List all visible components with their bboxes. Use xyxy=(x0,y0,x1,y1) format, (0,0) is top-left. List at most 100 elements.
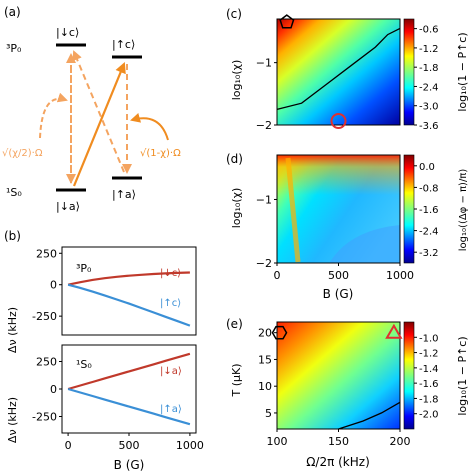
panel-d-resonance-stripe xyxy=(285,157,301,263)
panel-e-xlabel: Ω/2π (kHz) xyxy=(306,455,370,469)
ytick-label: 5 xyxy=(265,407,272,420)
panel-c-colorbar-ticks: -0.6 -1.2 -1.8 -2.4 -3.0 -3.6 xyxy=(414,25,439,132)
xtick-label: 0 xyxy=(274,269,281,282)
cbar-tick-label: -3.2 xyxy=(419,248,439,259)
cbar-tick-label: -0.6 xyxy=(419,25,439,36)
rabi-right-label: √(1-χ)·Ω xyxy=(140,148,181,159)
ytick-label: −2 xyxy=(256,119,272,132)
panel-b-top-yticks: 250 0 -250 xyxy=(32,247,62,323)
panel-b-xticks: 0 500 1000 xyxy=(65,433,204,452)
cbar-tick-label: -3.6 xyxy=(419,121,439,132)
panel-e-contour xyxy=(338,401,401,430)
panel-d-colorbar xyxy=(403,154,415,264)
xtick-label: 100 xyxy=(267,435,288,448)
cbar-tick-label: -0.8 xyxy=(419,183,439,194)
panel-b-bottom-yticks: 250 0 -250 xyxy=(32,356,62,424)
panel-c-frame xyxy=(276,18,401,126)
xtick-label: 500 xyxy=(328,269,349,282)
panel-b-top-lines xyxy=(67,271,191,327)
panel-b-bottom-axes xyxy=(61,344,197,434)
cbar-tick-label: -1.2 xyxy=(419,349,439,360)
cbar-tick-label: -2.0 xyxy=(419,410,439,421)
level-upper-label: ³P₀ xyxy=(6,42,22,55)
panel-e-heatmap xyxy=(277,322,400,429)
legend-a-down: |↓a⟩ xyxy=(160,366,182,377)
ytick-label: -250 xyxy=(32,310,57,323)
ytick-label: 250 xyxy=(36,356,57,369)
panel-e-yticks: 20 15 10 5 xyxy=(258,327,277,420)
panel-d-low-region xyxy=(330,225,400,263)
cbar-tick-label: -2.4 xyxy=(419,82,439,93)
series-line-red xyxy=(67,352,191,391)
circle-marker xyxy=(330,113,347,129)
panel-c-colorbar xyxy=(403,18,415,126)
panel-d-yticks: −1 −2 xyxy=(256,193,277,270)
panel-c-ylabel: log₁₀(χ) xyxy=(230,60,243,101)
cbar-tick-label: -1.8 xyxy=(419,63,439,74)
series-line-blue xyxy=(67,387,191,426)
panel-e-xticks: 100 150 200 xyxy=(267,429,411,448)
xtick-label: 500 xyxy=(119,439,140,452)
ytick-label: −1 xyxy=(256,193,272,206)
ytick-label: −1 xyxy=(256,57,272,70)
panel-e-markers xyxy=(271,323,403,340)
curved-arrow-right xyxy=(130,112,169,141)
cbar-tick-label: -1.0 xyxy=(419,333,439,344)
ytick-label: 10 xyxy=(258,380,272,393)
panel-c-contour xyxy=(276,27,401,111)
panel-c-markers xyxy=(279,14,347,129)
pentagon-marker xyxy=(279,14,295,29)
solid-transition-diagonal xyxy=(72,61,126,187)
cbar-tick-label: -1.6 xyxy=(419,205,439,216)
legend-a-up: |↑a⟩ xyxy=(160,404,182,415)
panel-e-colorbar-label: log₁₀(1 − P↑c) xyxy=(456,336,469,415)
panel-a-label: (a) xyxy=(4,5,21,19)
series-line-blue xyxy=(67,283,191,327)
xtick-label: 1000 xyxy=(386,269,414,282)
state-c-down-label: |↓c⟩ xyxy=(56,26,79,39)
panel-c-label: (c) xyxy=(226,7,242,21)
dashed-transition-diagonal xyxy=(72,50,125,173)
panel-b-label: (b) xyxy=(4,229,21,243)
panel-e-colorbar-ticks: -1.0 -1.2 -1.4 -1.6 -1.8 -2.0 xyxy=(414,333,439,421)
panel-d-colorbar-label: log₁₀((Δφ − π)/π) xyxy=(458,169,469,252)
xtick-label: 0 xyxy=(65,439,72,452)
cbar-tick-label: 0.0 xyxy=(419,162,435,173)
panel-b-ylabel-top: Δν (kHz) xyxy=(6,307,19,353)
panel-b: (b) Δν (kHz) Δν (kHz) ³P₀ |↓c⟩ |↑c⟩ 2500… xyxy=(4,229,204,472)
panel-e-ylabel: T (μK) xyxy=(230,363,243,397)
series-line-red xyxy=(67,271,190,286)
panel-b-bottom-title: ¹S₀ xyxy=(76,358,92,371)
state-c-up-label: |↑c⟩ xyxy=(112,38,135,51)
panel-d-xlabel: B (G) xyxy=(323,287,354,301)
panel-e-label: (e) xyxy=(226,317,243,331)
ytick-label: −2 xyxy=(256,257,272,270)
state-a-down-label: |↓a⟩ xyxy=(56,200,80,213)
panel-b-top-axes xyxy=(61,246,197,336)
panel-d: (d) log₁₀(χ) −1 −2 0 500 1000 B (G) 0.0 -0.8… xyxy=(226,152,469,301)
cbar-tick-label: -2.4 xyxy=(419,227,439,238)
level-lower-label: ¹S₀ xyxy=(6,186,22,199)
triangle-marker xyxy=(385,323,403,339)
ytick-label: 15 xyxy=(258,353,272,366)
xtick-label: 1000 xyxy=(176,439,204,452)
rabi-left-label: √(χ/2)·Ω xyxy=(2,148,43,159)
panel-c-heatmap xyxy=(277,19,400,125)
panel-b-top-title: ³P₀ xyxy=(76,262,92,275)
hexagon-marker xyxy=(271,325,288,340)
panel-d-label: (d) xyxy=(226,152,243,166)
panel-c-yticks: −1 −2 xyxy=(256,57,277,132)
cbar-tick-label: -1.6 xyxy=(419,379,439,390)
panel-d-xticks: 0 500 1000 xyxy=(274,263,414,282)
cbar-tick-label: -1.8 xyxy=(419,394,439,405)
panel-b-xlabel: B (G) xyxy=(114,458,145,472)
panel-d-colorbar-ticks: 0.0 -0.8 -1.6 -2.4 -3.2 xyxy=(414,162,439,259)
legend-c-up: |↑c⟩ xyxy=(160,298,181,309)
panel-d-ylabel: log₁₀(χ) xyxy=(230,188,243,229)
state-a-up-label: |↑a⟩ xyxy=(112,188,136,201)
cbar-tick-label: -3.0 xyxy=(419,102,439,113)
xtick-label: 150 xyxy=(328,435,349,448)
xtick-label: 200 xyxy=(390,435,411,448)
